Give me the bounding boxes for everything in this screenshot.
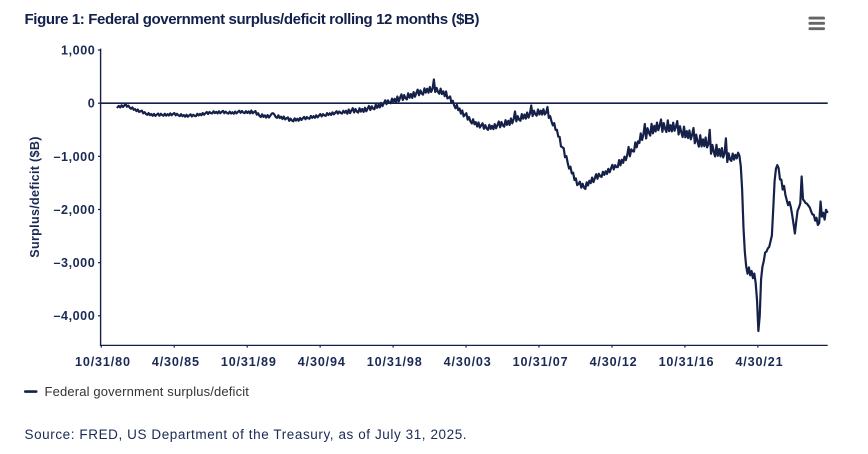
- svg-text:10/31/89: 10/31/89: [221, 355, 277, 369]
- svg-text:4/30/94: 4/30/94: [298, 355, 346, 369]
- svg-text:Surplus/deficit ($B): Surplus/deficit ($B): [28, 136, 42, 257]
- svg-text:–1,000: –1,000: [53, 150, 95, 164]
- svg-text:–2,000: –2,000: [53, 203, 95, 217]
- svg-text:10/31/98: 10/31/98: [367, 355, 423, 369]
- svg-text:–4,000: –4,000: [53, 309, 95, 323]
- svg-text:–3,000: –3,000: [53, 256, 95, 270]
- svg-text:1,000: 1,000: [61, 43, 95, 57]
- svg-text:4/30/21: 4/30/21: [735, 355, 783, 369]
- svg-text:4/30/12: 4/30/12: [590, 355, 638, 369]
- svg-text:10/31/80: 10/31/80: [75, 355, 131, 369]
- svg-text:4/30/85: 4/30/85: [152, 355, 200, 369]
- svg-text:10/31/07: 10/31/07: [513, 355, 569, 369]
- svg-text:10/31/16: 10/31/16: [659, 355, 715, 369]
- svg-text:4/30/03: 4/30/03: [444, 355, 492, 369]
- svg-text:0: 0: [88, 97, 96, 111]
